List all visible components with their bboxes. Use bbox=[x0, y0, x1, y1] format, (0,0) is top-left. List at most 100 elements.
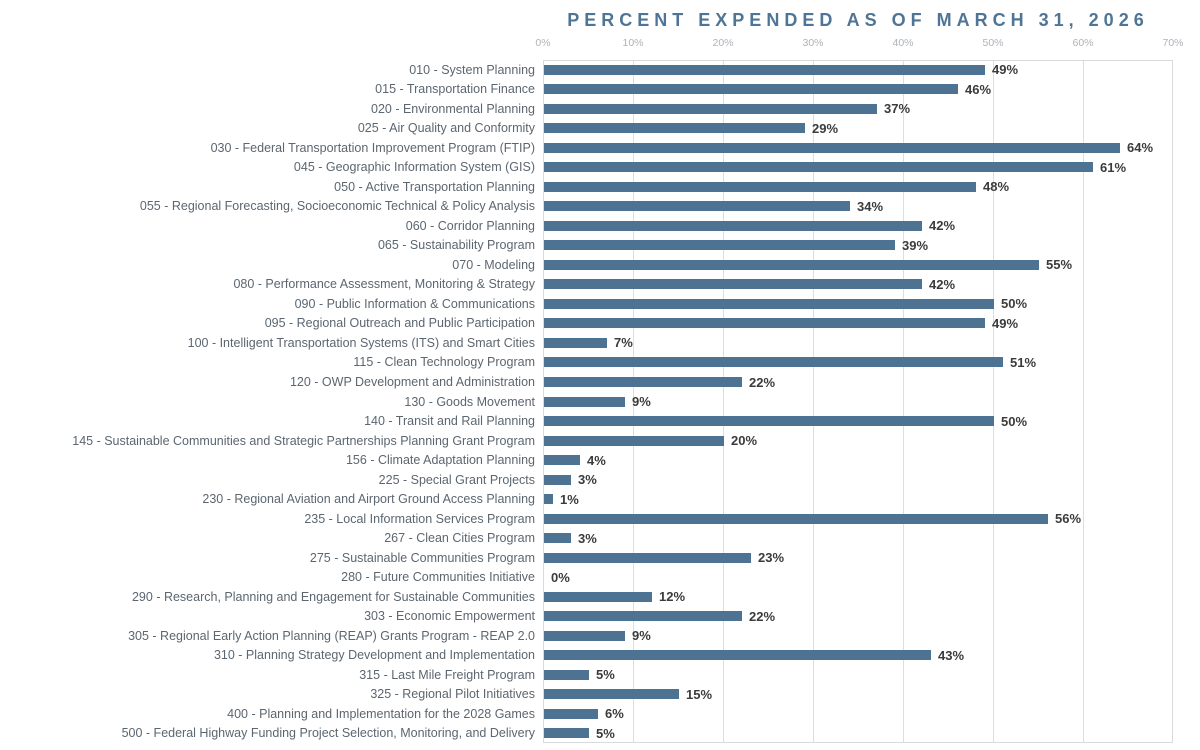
bar-area: 49% bbox=[543, 60, 1200, 80]
bar[interactable] bbox=[544, 689, 679, 700]
bar-area: 61% bbox=[543, 158, 1200, 178]
bar[interactable] bbox=[544, 64, 985, 75]
chart-rows: 010 - System Planning 49% 015 - Transporta… bbox=[0, 60, 1200, 743]
bar-area: 50% bbox=[543, 411, 1200, 431]
bar[interactable] bbox=[544, 494, 553, 505]
bar-area: 43% bbox=[543, 645, 1200, 665]
value-label: 5% bbox=[596, 725, 615, 741]
bar[interactable] bbox=[544, 455, 580, 466]
value-label: 39% bbox=[902, 237, 929, 253]
bar[interactable] bbox=[544, 513, 1048, 524]
chart-row: 065 - Sustainability Program 39% bbox=[0, 236, 1200, 256]
bar-area: 34% bbox=[543, 197, 1200, 217]
value-label: 42% bbox=[929, 276, 956, 292]
bar[interactable] bbox=[544, 240, 895, 251]
bar[interactable] bbox=[544, 533, 571, 544]
value-label: 42% bbox=[929, 218, 956, 234]
category-label: 315 - Last Mile Freight Program bbox=[359, 667, 535, 682]
value-label: 23% bbox=[758, 550, 785, 566]
category-label: 290 - Research, Planning and Engagement … bbox=[131, 589, 535, 604]
bar-area: 4% bbox=[543, 450, 1200, 470]
chart-row: 235 - Local Information Services Program… bbox=[0, 509, 1200, 529]
chart-row: 045 - Geographic Information System (GIS… bbox=[0, 158, 1200, 178]
bar[interactable] bbox=[544, 123, 805, 134]
bar[interactable] bbox=[544, 708, 598, 719]
category-label: 010 - System Planning bbox=[409, 62, 535, 77]
category-label: 115 - Clean Technology Program bbox=[353, 355, 535, 370]
chart-row: 050 - Active Transportation Planning 48% bbox=[0, 177, 1200, 197]
value-label: 46% bbox=[965, 81, 992, 97]
value-label: 7% bbox=[614, 335, 633, 351]
chart-row: 030 - Federal Transportation Improvement… bbox=[0, 138, 1200, 158]
bar[interactable] bbox=[544, 84, 958, 95]
bar[interactable] bbox=[544, 181, 976, 192]
bar-area: 48% bbox=[543, 177, 1200, 197]
category-label: 280 - Future Communities Initiative bbox=[341, 570, 535, 585]
value-label: 6% bbox=[605, 706, 624, 722]
category-label: 100 - Intelligent Transportation Systems… bbox=[187, 335, 535, 350]
bar[interactable] bbox=[544, 357, 1003, 368]
category-label: 065 - Sustainability Program bbox=[377, 238, 535, 253]
value-label: 3% bbox=[578, 472, 597, 488]
chart-row: 115 - Clean Technology Program 51% bbox=[0, 353, 1200, 373]
bar[interactable] bbox=[544, 669, 589, 680]
gridline bbox=[1083, 61, 1084, 742]
x-tick-label: 10% bbox=[622, 37, 644, 49]
bar-area: 37% bbox=[543, 99, 1200, 119]
bar[interactable] bbox=[544, 435, 724, 446]
bar[interactable] bbox=[544, 103, 877, 114]
bar[interactable] bbox=[544, 416, 994, 427]
bar[interactable] bbox=[544, 318, 985, 329]
bar-area: 9% bbox=[543, 392, 1200, 412]
bar[interactable] bbox=[544, 728, 589, 739]
bar[interactable] bbox=[544, 259, 1039, 270]
value-label: 29% bbox=[812, 120, 839, 136]
bar-area: 20% bbox=[543, 431, 1200, 451]
bar[interactable] bbox=[544, 279, 922, 290]
bar-area: 46% bbox=[543, 80, 1200, 100]
category-label: 145 - Sustainable Communities and Strate… bbox=[72, 433, 535, 448]
bar[interactable] bbox=[544, 377, 742, 387]
x-tick-label: 50% bbox=[982, 37, 1004, 49]
bar[interactable] bbox=[544, 630, 625, 641]
category-label: 310 - Planning Strategy Development and … bbox=[213, 648, 535, 663]
bar-area: 50% bbox=[543, 294, 1200, 314]
x-tick-label: 0% bbox=[535, 37, 551, 49]
category-label: 305 - Regional Early Action Planning (RE… bbox=[128, 628, 535, 643]
chart-row: 315 - Last Mile Freight Program 5% bbox=[0, 665, 1200, 685]
bar[interactable] bbox=[544, 298, 994, 309]
bar[interactable] bbox=[544, 611, 742, 622]
bar[interactable] bbox=[544, 650, 931, 661]
bar[interactable] bbox=[544, 474, 571, 485]
value-label: 3% bbox=[578, 530, 597, 546]
chart-row: 145 - Sustainable Communities and Strate… bbox=[0, 431, 1200, 451]
x-tick-label: 70% bbox=[1162, 37, 1184, 49]
x-tick-label: 30% bbox=[802, 37, 824, 49]
bar-area: 23% bbox=[543, 548, 1200, 568]
chart-row: 325 - Regional Pilot Initiatives 15% bbox=[0, 685, 1200, 705]
category-label: 025 - Air Quality and Conformity bbox=[357, 121, 535, 136]
bar[interactable] bbox=[544, 337, 607, 348]
gridline bbox=[813, 61, 814, 742]
value-label: 48% bbox=[983, 179, 1010, 195]
chart-row: 060 - Corridor Planning 42% bbox=[0, 216, 1200, 236]
chart-row: 267 - Clean Cities Program 3% bbox=[0, 528, 1200, 548]
bar[interactable] bbox=[544, 552, 751, 563]
category-label: 045 - Geographic Information System (GIS… bbox=[293, 160, 535, 175]
bar[interactable] bbox=[544, 142, 1120, 153]
category-label: 095 - Regional Outreach and Public Parti… bbox=[264, 316, 535, 331]
category-label: 267 - Clean Cities Program bbox=[384, 531, 535, 546]
value-label: 49% bbox=[992, 315, 1019, 331]
bar[interactable] bbox=[544, 220, 922, 231]
bar-area: 15% bbox=[543, 685, 1200, 705]
bar[interactable] bbox=[544, 201, 850, 212]
chart-row: 120 - OWP Development and Administration… bbox=[0, 372, 1200, 392]
bar[interactable] bbox=[544, 396, 625, 407]
gridline bbox=[903, 61, 904, 742]
chart-row: 070 - Modeling 55% bbox=[0, 255, 1200, 275]
bar[interactable] bbox=[544, 162, 1093, 173]
x-tick-label: 40% bbox=[892, 37, 914, 49]
bar-area: 55% bbox=[543, 255, 1200, 275]
bar[interactable] bbox=[544, 591, 652, 602]
